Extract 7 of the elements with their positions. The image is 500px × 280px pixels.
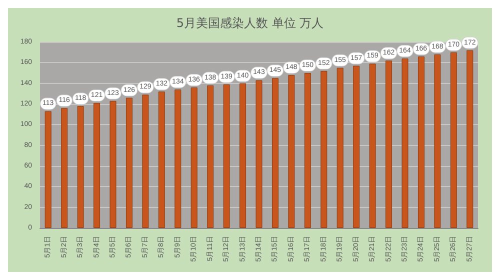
bar [304,73,311,228]
bar [402,58,408,228]
bar [77,106,84,228]
bar [174,90,182,228]
bar [207,85,214,228]
bar [369,64,376,228]
chart-title: 5月美国感染人数 单位 万人 [176,16,324,30]
